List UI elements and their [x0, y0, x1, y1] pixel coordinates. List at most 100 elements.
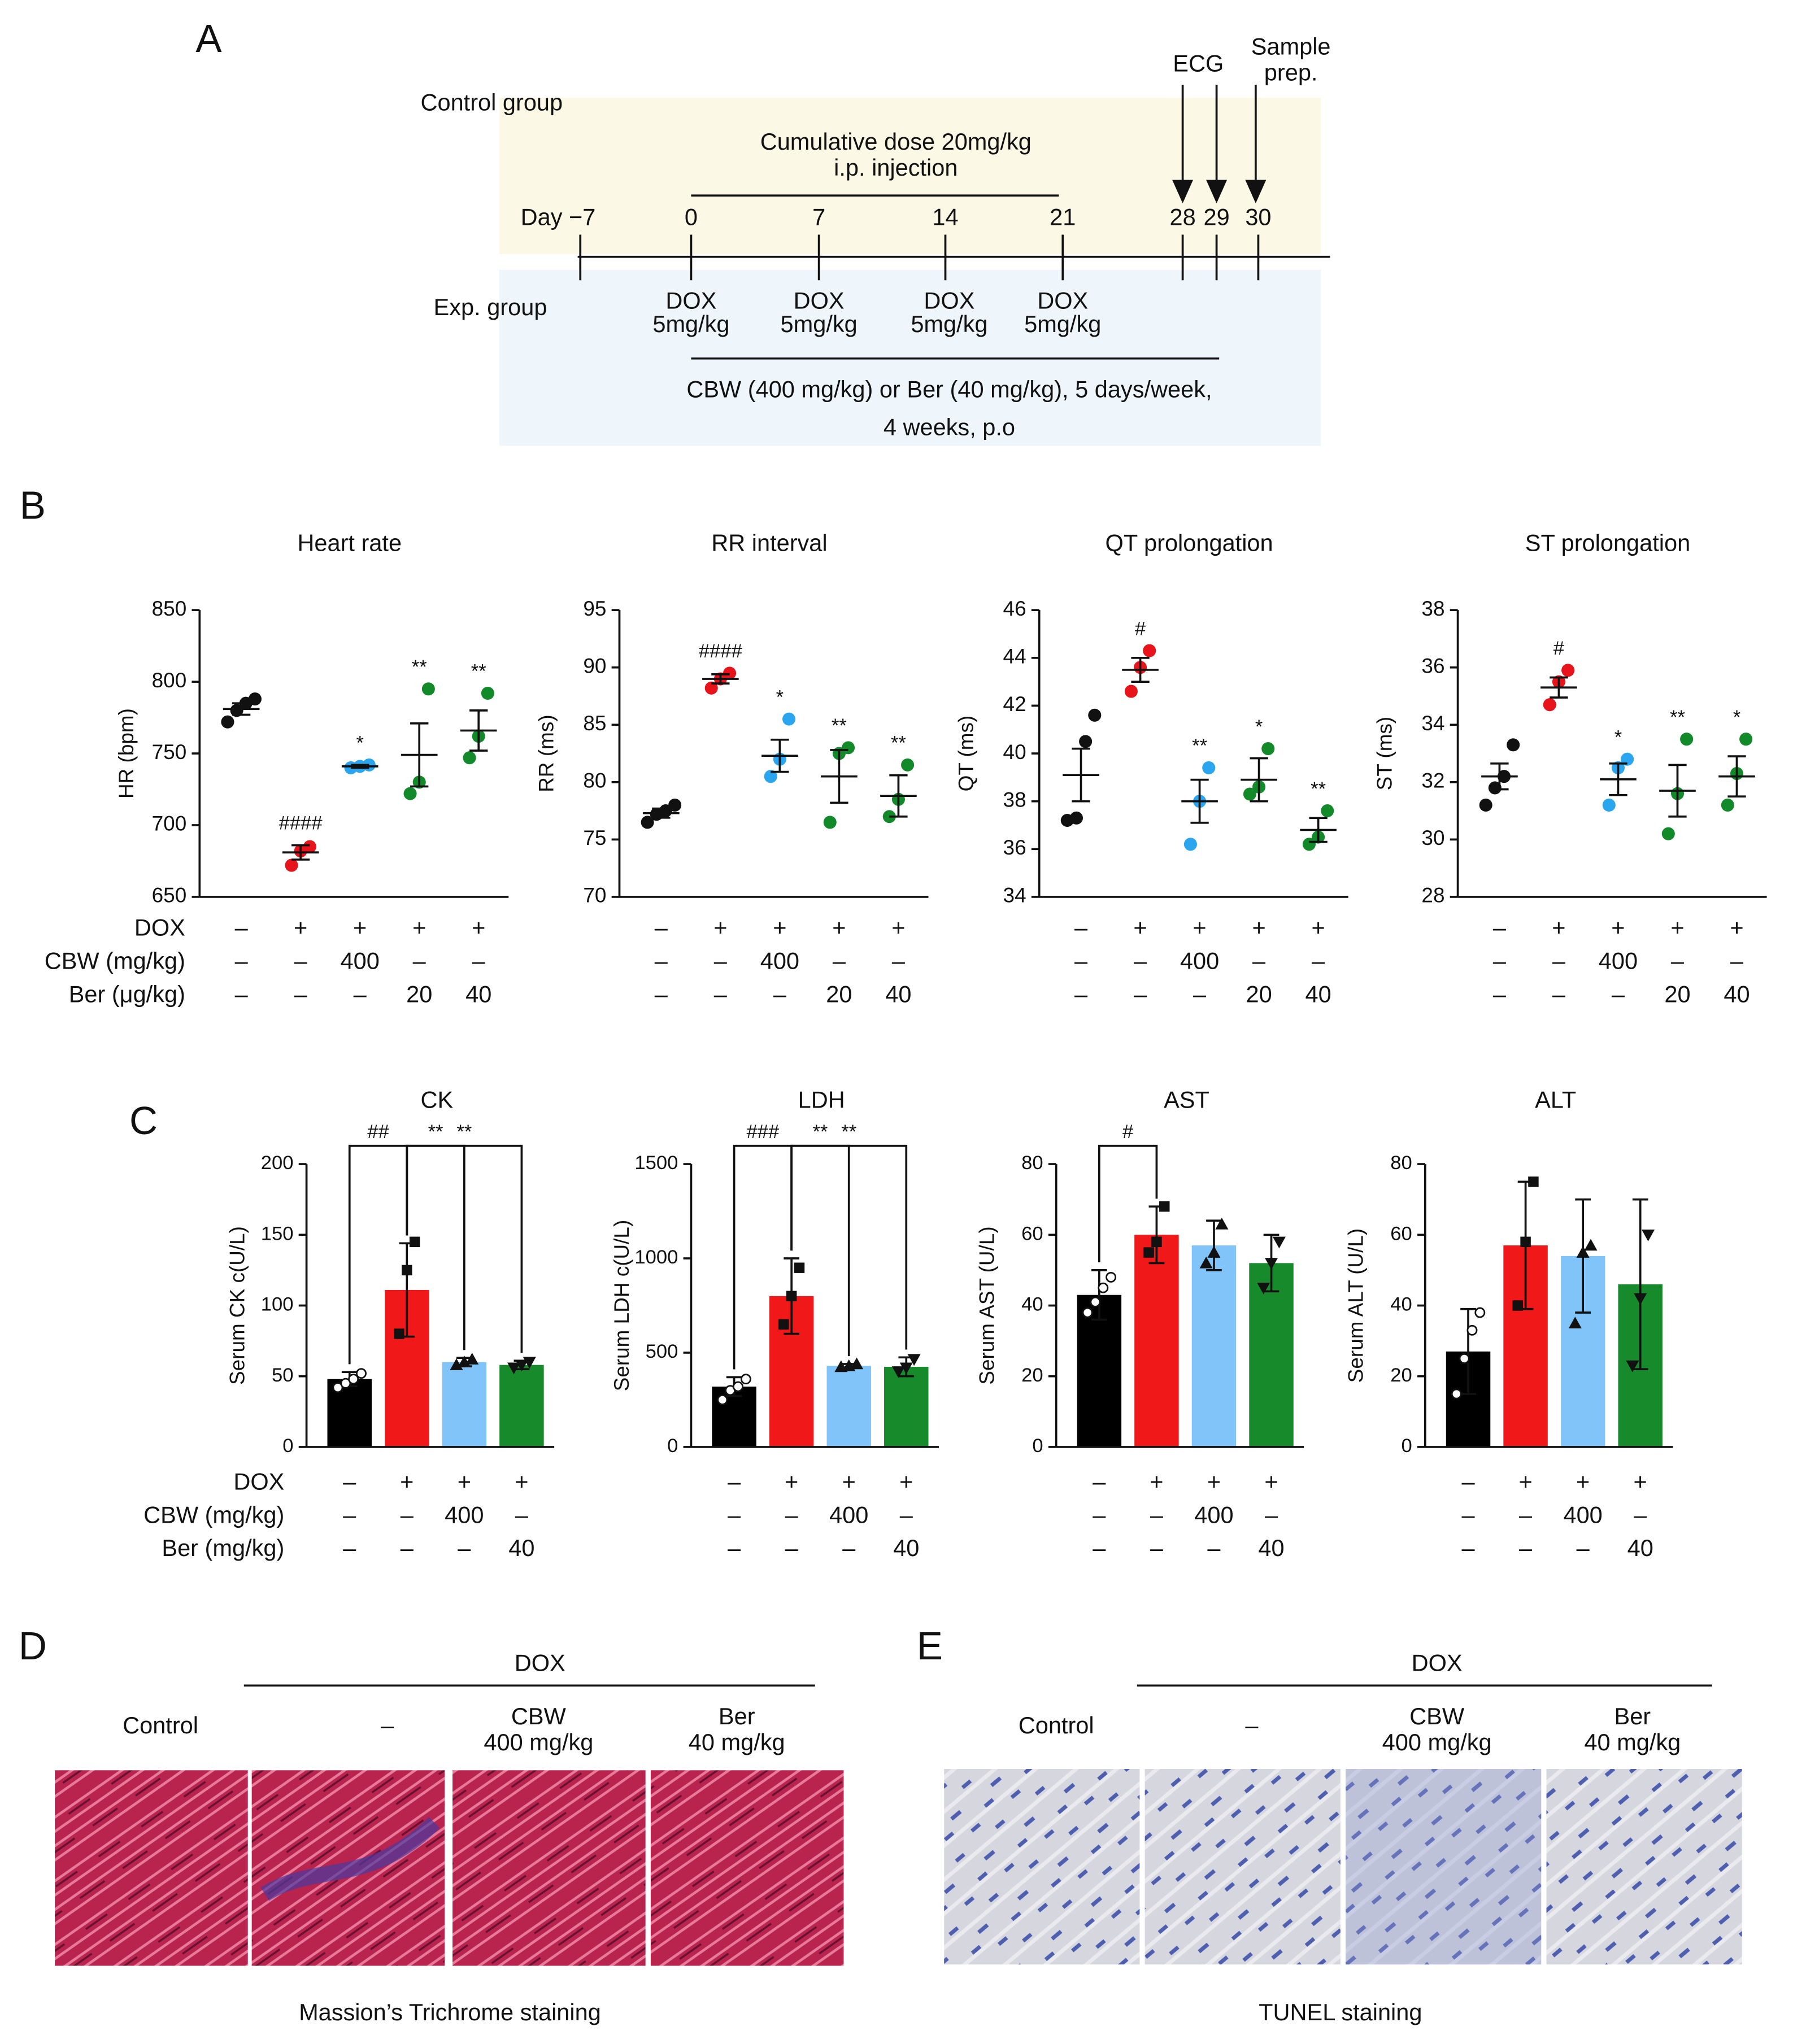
y-tick-label: 80 [1021, 1152, 1043, 1174]
treatment-cell: + [1576, 1468, 1590, 1495]
data-point [481, 686, 494, 700]
group-header: DOX [1412, 1649, 1463, 1676]
treatment-cell: – [728, 1501, 741, 1528]
data-point [1528, 1176, 1539, 1187]
treatment-cell: + [472, 914, 485, 941]
treatment-cell: – [1265, 1501, 1278, 1528]
treatment-cell: + [458, 1468, 471, 1495]
data-point [1680, 733, 1694, 746]
day-label: 30 [1245, 204, 1271, 230]
significance: # [1553, 638, 1565, 659]
significance: * [1733, 707, 1740, 728]
y-tick-label: 700 [152, 812, 187, 835]
data-point [332, 1382, 343, 1393]
treatment-cell: – [655, 980, 668, 1007]
treatment-cell: – [1577, 1535, 1590, 1561]
bar [499, 1365, 544, 1447]
treatment-cell: 40 [885, 980, 911, 1007]
data-point [356, 1368, 367, 1379]
treatment-cell: – [472, 947, 486, 974]
data-point [717, 1394, 728, 1405]
group-label: Exp. group [434, 294, 547, 320]
y-axis-label: ST (ms) [1373, 717, 1396, 791]
treatment-cell: 20 [1664, 980, 1690, 1007]
injection-label: 5mg/kg [652, 311, 729, 337]
y-tick-label: 42 [1003, 692, 1026, 716]
group-label: Ber [1614, 1703, 1651, 1729]
y-axis-label: RR (ms) [534, 714, 558, 792]
day-label: 7 [812, 204, 825, 230]
treatment-row-label: Ber (μg/kg) [69, 980, 185, 1007]
treatment-cell: + [400, 1468, 414, 1495]
significance: ** [428, 1121, 443, 1143]
group-label: CBW [1409, 1703, 1465, 1729]
data-point [740, 1374, 751, 1385]
chart-title: RR interval [711, 530, 827, 556]
significance: ** [891, 733, 906, 754]
data-point [1106, 1271, 1117, 1283]
treatment-cell: + [1207, 1468, 1221, 1495]
treatment-row-label: CBW (mg/kg) [45, 947, 185, 974]
y-tick-label: 0 [1032, 1435, 1043, 1457]
treatment-cell: 40 [465, 980, 491, 1007]
treatment-cell: – [354, 980, 367, 1007]
injection-label: DOX [665, 287, 716, 313]
treatment-cell: – [1461, 1501, 1475, 1528]
bracket [790, 1144, 908, 1350]
data-point [1459, 1353, 1470, 1364]
treatment-cell: + [1670, 914, 1684, 941]
data-point [1151, 1236, 1162, 1248]
day-label: Day −7 [521, 204, 596, 230]
treatment-cell: – [1493, 947, 1507, 974]
data-point [221, 715, 234, 729]
day-label: 0 [685, 204, 698, 230]
treatment-cell: + [1311, 914, 1325, 941]
treatment-cell: – [1193, 980, 1207, 1007]
treatment-cell: 400 [445, 1501, 484, 1528]
data-point [794, 1262, 805, 1273]
data-point [901, 758, 915, 772]
arrow-head [1206, 180, 1228, 204]
treatment-cell: – [1093, 1468, 1106, 1495]
micrograph [1346, 1769, 1542, 1965]
significance: ** [841, 1121, 856, 1143]
y-tick-label: 650 [152, 884, 187, 907]
y-tick-label: 95 [583, 597, 606, 620]
treatment-cell: + [773, 914, 786, 941]
treatment-cell: – [235, 947, 249, 974]
data-point [1159, 1201, 1170, 1212]
y-tick-label: 80 [583, 769, 606, 792]
panel-label: A [195, 16, 222, 60]
treatment-cell: – [1074, 914, 1088, 941]
y-axis-label: QT (ms) [954, 716, 977, 792]
y-tick-label: 1000 [634, 1247, 678, 1268]
treatment-cell: 20 [826, 980, 852, 1007]
injection-label: DOX [924, 287, 974, 313]
treatment-cell: 40 [893, 1535, 919, 1561]
treatment-cell: – [785, 1535, 799, 1561]
y-tick-label: 36 [1003, 836, 1026, 859]
treatment-cell: – [458, 1535, 471, 1561]
treatment-cell: – [1252, 947, 1266, 974]
treatment-cell: + [1252, 914, 1265, 941]
panel-label: E [917, 1624, 943, 1668]
data-point [463, 751, 476, 765]
treatment-cell: – [1150, 1501, 1164, 1528]
data-point [1507, 738, 1520, 752]
data-point [1626, 1360, 1639, 1372]
significance: * [776, 686, 784, 708]
treatment-cell: + [515, 1468, 528, 1495]
treatment-cell: + [294, 914, 307, 941]
group-label: Control [1019, 1712, 1094, 1738]
treatment-cell: – [1074, 980, 1088, 1007]
y-tick-label: 28 [1421, 884, 1444, 907]
y-axis-label: Serum ALT (U/L) [1344, 1228, 1368, 1383]
y-axis-label: Serum AST (U/L) [975, 1226, 998, 1384]
data-point [842, 741, 855, 755]
treatment-cell: – [785, 1501, 799, 1528]
data-point [1199, 1256, 1213, 1269]
data-point [1576, 1246, 1590, 1258]
treatment-cell: – [728, 1468, 741, 1495]
treatment-cell: + [832, 914, 846, 941]
data-point [1512, 1300, 1523, 1311]
